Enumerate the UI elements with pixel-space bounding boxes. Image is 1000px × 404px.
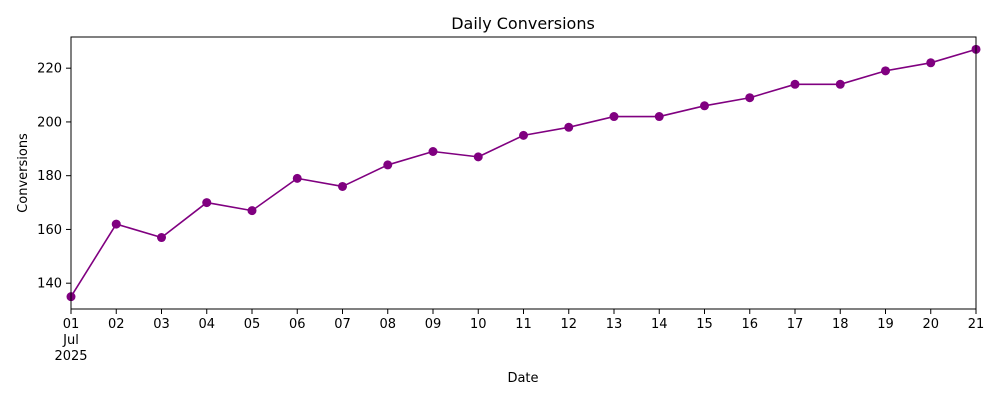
x-year-label: 2025 — [54, 349, 87, 364]
data-point — [383, 160, 393, 170]
data-point — [338, 181, 347, 191]
x-tick-label: 15 — [696, 317, 713, 332]
x-tick-label: 02 — [108, 317, 125, 332]
x-tick-label: 21 — [968, 317, 985, 332]
x-tick-label: 18 — [832, 317, 849, 332]
data-point — [519, 130, 528, 140]
x-tick-label: 11 — [515, 317, 532, 332]
data-point — [247, 206, 257, 216]
x-tick-label: 19 — [877, 317, 894, 332]
data-point — [564, 122, 574, 132]
x-tick-label: 12 — [560, 317, 577, 332]
data-point — [111, 219, 121, 229]
x-tick-label: 05 — [244, 317, 261, 332]
y-tick-label: 140 — [37, 277, 62, 292]
x-tick-label: 04 — [198, 317, 215, 332]
x-tick-label: 03 — [153, 317, 170, 332]
plot-frame — [70, 36, 977, 310]
data-point — [292, 173, 302, 183]
x-tick-label: 10 — [470, 317, 487, 332]
x-tick-label: 07 — [334, 317, 351, 332]
y-axis-title: Conversions — [16, 133, 31, 213]
data-point — [428, 146, 438, 156]
y-tick-label: 160 — [37, 223, 62, 238]
data-point — [835, 79, 845, 89]
x-tick-label: 13 — [606, 317, 623, 332]
data-point — [473, 152, 483, 162]
data-point — [202, 198, 212, 208]
y-tick-label: 180 — [37, 169, 62, 184]
x-tick-label: 17 — [787, 317, 804, 332]
y-tick-label: 220 — [37, 62, 62, 77]
data-point — [654, 112, 664, 122]
x-tick-label: 20 — [922, 317, 939, 332]
x-tick-label: 16 — [741, 317, 758, 332]
data-point — [926, 58, 936, 68]
chart-title: Daily Conversions — [451, 14, 595, 33]
x-tick-label: 01 — [63, 317, 80, 332]
x-tick-label: 06 — [289, 317, 306, 332]
x-month-label: Jul — [62, 333, 79, 348]
x-tick-label: 09 — [425, 317, 442, 332]
x-axis-title: Date — [507, 371, 538, 386]
data-point — [609, 112, 619, 122]
x-tick-label: 08 — [379, 317, 396, 332]
data-point — [700, 101, 709, 111]
x-tick-label: 14 — [651, 317, 668, 332]
y-tick-label: 200 — [37, 115, 62, 130]
data-point — [157, 233, 166, 243]
plot-area: 140 160 180 200 220 01 02 03 04 05 06 07 08 09 10 11 12 1… — [37, 36, 985, 364]
data-point — [881, 66, 890, 76]
data-point — [745, 93, 755, 103]
data-point — [790, 79, 800, 89]
